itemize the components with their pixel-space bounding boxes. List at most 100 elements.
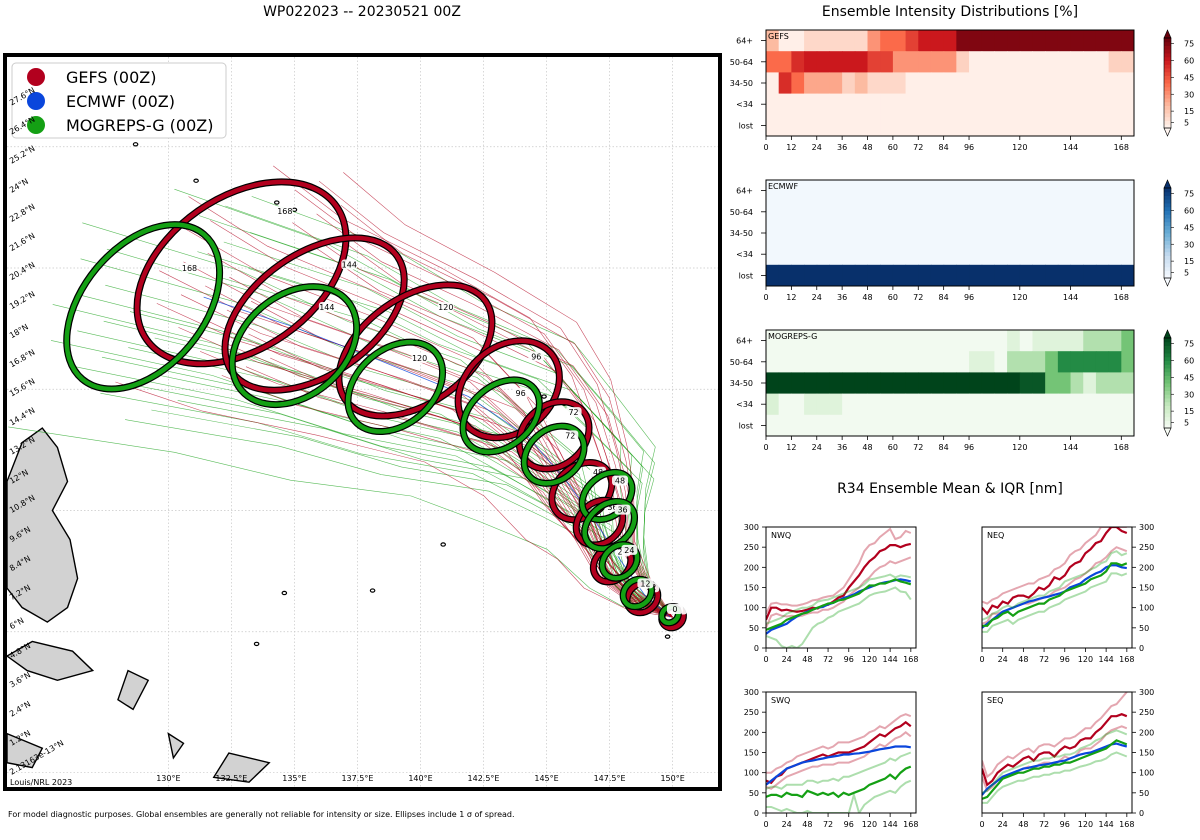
colorbar-segment [1164, 101, 1171, 106]
heatmap-cell [842, 180, 856, 202]
gefs-member-track [340, 204, 673, 618]
lon-tick-label: 132.5°E [215, 774, 247, 783]
heatmap-cell [1057, 372, 1072, 395]
heatmap-cell [956, 222, 970, 245]
heatmap-cell [1108, 180, 1122, 202]
heatmap-x-label: 84 [939, 143, 949, 152]
colorbar-frame [1163, 187, 1172, 279]
colorbar-label: 5 [1184, 268, 1189, 277]
heatmap-x-label: 96 [964, 293, 974, 302]
colorbar-segment [1164, 233, 1171, 238]
heatmap-cell [1019, 222, 1033, 245]
heatmap-cell [994, 30, 1008, 52]
colorbar-segment [1164, 420, 1171, 425]
heatmap-y-label: lost [739, 271, 753, 280]
heatmap-cell [1019, 114, 1033, 137]
heatmap-cell [880, 72, 894, 95]
heatmap-cell [1121, 372, 1135, 395]
heatmap-x-label: 60 [888, 443, 898, 452]
heatmap-cell [1007, 372, 1021, 395]
footnote: For model diagnostic purposes. Global en… [8, 810, 515, 819]
heatmap-cell [892, 222, 907, 245]
heatmap-cell [1108, 330, 1122, 352]
heatmap-cell [994, 243, 1008, 266]
heatmap-cell [1121, 222, 1135, 245]
colorbar-segment [1164, 214, 1171, 219]
heatmap-cell [994, 330, 1008, 352]
r34-title: R34 Ensemble Mean & IQR [nm] [837, 481, 1063, 497]
heatmap-cell [804, 264, 818, 287]
heatmap-cell [1095, 330, 1110, 352]
heatmap-cell [1070, 372, 1084, 395]
heatmap-cell [766, 351, 780, 373]
heatmap-cell [1045, 243, 1059, 266]
heatmap-cell [778, 72, 792, 95]
heatmap-cell [1095, 93, 1110, 116]
heatmap-cell [791, 72, 805, 95]
r34-series-line [982, 742, 1128, 796]
heatmap-cell [778, 414, 792, 437]
heatmap-cell [892, 51, 907, 73]
r34-x-label: 48 [1018, 820, 1028, 829]
heatmap-cell [1070, 330, 1084, 352]
heatmap-cell [1007, 201, 1021, 223]
heatmap-cell [956, 264, 970, 287]
colorbar-segment [1164, 71, 1171, 76]
heatmap-cell [1057, 72, 1072, 95]
heatmap-cell [842, 393, 856, 416]
r34-y-label: 300 [744, 688, 759, 697]
r34-x-label: 120 [862, 655, 877, 664]
colorbar-segment [1164, 53, 1171, 58]
legend-box [11, 62, 227, 139]
heatmap-cell [930, 72, 945, 95]
tau-label-bg [565, 407, 582, 418]
colorbar-segment [1164, 248, 1171, 253]
heatmap-cell [778, 372, 792, 395]
heatmap-cell [1032, 414, 1046, 437]
heatmap-cell [804, 414, 818, 437]
heatmap-cell [1057, 93, 1072, 116]
heatmap-ECMWF: 64+ 50-64 34-50 <34 lost 0 12 24 36 48 60 72 84 96 120… [730, 179, 1194, 302]
heatmap-cell [1007, 222, 1021, 245]
r34-y-label: 50 [1139, 624, 1149, 633]
heatmap-cell [1095, 264, 1110, 287]
heatmap-cell [854, 372, 869, 395]
heatmap-cell [1032, 330, 1046, 352]
tau-label-bg [318, 301, 335, 312]
heatmap-cell [1095, 180, 1110, 202]
colorbar-cap-top [1163, 329, 1172, 339]
heatmap-cell [1108, 351, 1122, 373]
legend-label: ECMWF (00Z) [66, 92, 175, 111]
colorbar-segment [1164, 116, 1171, 121]
heatmap-cell [969, 51, 983, 73]
heatmap-x-label: 24 [812, 443, 822, 452]
heatmap-cell [1045, 180, 1059, 202]
heatmap-cell [905, 414, 919, 437]
lon-tick-label: 147.5°E [594, 774, 626, 783]
colorbar-label: 30 [1184, 240, 1194, 249]
colorbar-segment [1164, 244, 1171, 249]
heatmap-cell [956, 72, 970, 95]
heatmap-cell [943, 243, 957, 266]
heatmap-cell [867, 201, 881, 223]
heatmap-frame [765, 329, 1135, 437]
heatmap-cell [930, 201, 945, 223]
heatmap-cell [766, 393, 780, 416]
colorbar-segment [1164, 38, 1171, 43]
gefs-member-track [180, 294, 673, 618]
colorbar-segment [1164, 75, 1171, 80]
heatmap-cell [842, 243, 856, 266]
legend-marker [27, 68, 45, 86]
heatmap-y-label: 64+ [736, 187, 753, 196]
heatmap-cell [829, 393, 843, 416]
heatmap-cell [981, 93, 995, 116]
colorbar-segment [1164, 199, 1171, 204]
heatmap-cell [994, 72, 1008, 95]
heatmap-cell [1045, 30, 1059, 52]
map-frame [3, 53, 722, 791]
r34-y-label: 250 [744, 708, 759, 717]
heatmap-cell [930, 114, 945, 137]
heatmap-y-label: 34-50 [730, 379, 753, 388]
heatmap-cell [804, 243, 818, 266]
heatmap-cell [969, 180, 983, 202]
